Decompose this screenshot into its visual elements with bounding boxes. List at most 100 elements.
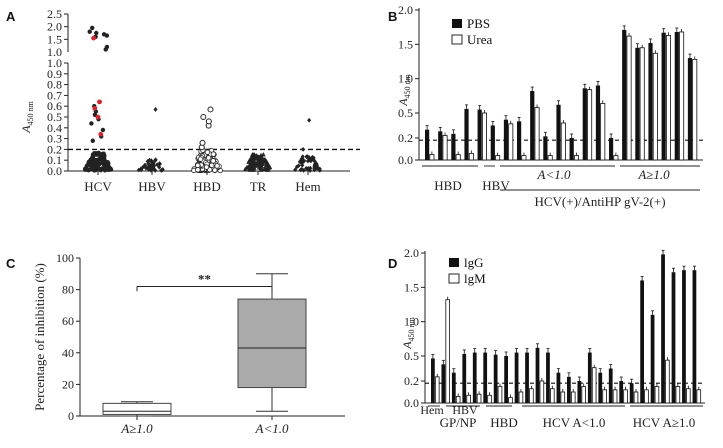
a-point [301, 168, 306, 173]
a-point [92, 168, 98, 173]
a-y-tick-label: 0.2 [47, 142, 62, 156]
d-bar-igm [518, 391, 524, 404]
a-point [195, 167, 201, 173]
b-bar-urea [442, 135, 448, 161]
b-bar-pbs [530, 91, 535, 160]
d-bar-igg [525, 352, 529, 403]
a-point [312, 167, 317, 173]
a-point [159, 168, 164, 173]
d-bar-igg [598, 372, 603, 403]
d-y-tick-label: 1.5 [404, 280, 419, 294]
a-point-red [92, 105, 98, 111]
c-box [102, 402, 172, 415]
a-y-tick-label-upper: 1.0 [47, 45, 62, 59]
a-y-tick-label: 1.0 [47, 56, 62, 70]
d-bar-igg [577, 381, 582, 403]
d-bar-igm [529, 388, 534, 404]
a-point-upper [90, 25, 95, 31]
a-point [305, 154, 310, 159]
a-point-red [95, 114, 101, 120]
b-bar-urea [626, 35, 632, 161]
d-bar-igg [692, 270, 697, 403]
a-point-upper [87, 29, 92, 34]
a-y-tick-label: 0.8 [47, 78, 62, 92]
a-point [210, 158, 216, 164]
a-point [298, 167, 303, 173]
d-bar-igg [567, 376, 571, 403]
b-bar-pbs [674, 31, 679, 161]
a-point [86, 167, 92, 172]
b-bar-pbs [635, 47, 640, 161]
b-bar-urea [600, 102, 606, 161]
d-bar-igm [466, 394, 471, 404]
a-point [148, 165, 153, 171]
a-point [93, 158, 99, 164]
d-bar-igm [487, 394, 492, 404]
a-point [247, 165, 252, 170]
a-point [145, 158, 150, 164]
b-bar-urea [639, 47, 645, 161]
c-y-axis-title: Percentage of inhibition (%) [32, 263, 47, 411]
d-bar-igm [560, 391, 566, 404]
b-bar-urea [573, 155, 579, 161]
d-bar-igm [550, 388, 555, 404]
a-point [143, 165, 148, 171]
a-point [204, 149, 211, 156]
d-bar-igg [619, 381, 624, 403]
b-bar-urea [665, 35, 671, 161]
a-point [256, 165, 262, 170]
panel-a-axes: 0.00.10.20.30.40.50.60.70.80.91.01.52.02… [19, 7, 360, 178]
a-point [306, 166, 311, 172]
d-bar-igg [546, 352, 550, 403]
d-y-axis-title: A450 nm [400, 316, 416, 349]
b-legend-label: Urea [467, 32, 492, 47]
b-y-tick-label: 1.0 [398, 72, 413, 86]
a-point [253, 153, 259, 158]
a-point-high-open [200, 114, 207, 120]
a-point [258, 167, 264, 172]
b-group-label-ge: A≥1.0 [637, 167, 670, 182]
panel-a: A 0.00.10.20.30.40.50.60.70.80.91.01.52.… [6, 7, 360, 194]
a-y-tick-label: 0.1 [47, 153, 62, 167]
panel-a-points [82, 25, 322, 174]
d-bar-igg [451, 372, 456, 403]
b-bar-pbs [622, 29, 627, 161]
a-y-axis-title: A450 nm [19, 100, 35, 133]
d-bar-igg [504, 356, 508, 403]
a-y-tick-label: 0.3 [47, 132, 62, 146]
d-legend-swatch-igm [448, 273, 460, 284]
d-y-tick-label: 2.0 [404, 246, 419, 260]
a-point-high [90, 138, 95, 143]
b-bar-pbs [477, 109, 482, 160]
a-point [317, 167, 322, 173]
a-point [263, 158, 269, 163]
a-point [195, 162, 201, 169]
panel-c: C 0 20 40 60 80 100 Percentage of inhibition (… [6, 251, 345, 436]
d-bar-igg [587, 352, 592, 403]
b-bar-pbs [451, 133, 456, 160]
b-bar-urea [613, 155, 619, 161]
b-bar-pbs [609, 138, 614, 160]
c-y-tick-label: 60 [62, 314, 74, 328]
b-bar-pbs [543, 136, 548, 160]
panel-c-axes: 0 20 40 60 80 100 Percentage of inhibition (%)… [32, 251, 345, 436]
panel-d-axes: 0.0 0.2 0.5 1.0 1.5 2.0 A450 nm [400, 246, 705, 410]
d-y-tick-label: 1.0 [404, 315, 419, 329]
b-legend-label: PBS [467, 16, 490, 31]
a-category-label: HBV [138, 179, 166, 194]
a-point-upper [101, 32, 107, 37]
a-point [250, 152, 255, 157]
c-y-tick-label: 20 [62, 377, 74, 391]
a-category-label: HBD [193, 179, 220, 194]
a-point [153, 157, 158, 163]
d-legend-swatch-igg [449, 258, 459, 267]
a-point-high-open [205, 118, 212, 125]
a-point [300, 162, 305, 168]
d-bar-igg [608, 368, 613, 403]
d-legend-label: lgM [464, 271, 486, 286]
d-group-label-hem: Hem [420, 403, 444, 417]
a-point [312, 161, 317, 167]
